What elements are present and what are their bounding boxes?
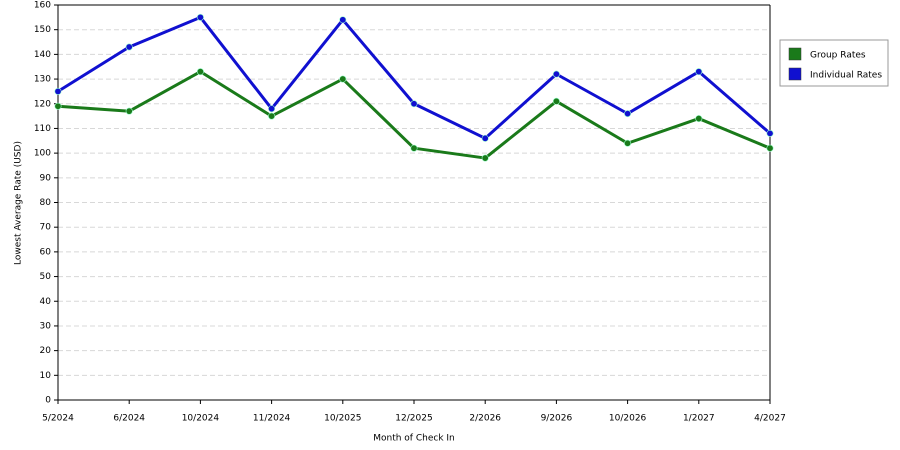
y-tick-label: 70 [40,223,52,233]
data-point [552,97,560,105]
x-axis-label: Month of Check In [373,434,455,444]
data-point [481,154,489,162]
y-tick-label: 10 [40,371,52,381]
data-point [125,43,133,51]
x-tick-label: 2/2026 [469,414,501,424]
data-point [54,102,62,110]
data-point [481,134,489,142]
y-tick-label: 40 [40,297,52,307]
x-tick-label: 1/2027 [683,414,715,424]
data-point [766,144,774,152]
y-tick-label: 120 [34,99,51,109]
x-tick-label: 6/2024 [113,414,145,424]
data-point [695,68,703,76]
x-tick-label: 4/2027 [754,414,786,424]
y-tick-label: 30 [40,321,52,331]
legend-label: Group Rates [810,51,866,61]
data-point [196,68,204,76]
data-point [410,100,418,108]
x-tick-label: 10/2024 [182,414,220,424]
data-point [695,115,703,123]
data-point [410,144,418,152]
legend-swatch [788,47,802,61]
x-tick-label: 10/2026 [609,414,647,424]
x-tick-label: 12/2025 [395,414,432,424]
data-point [54,87,62,95]
y-tick-label: 90 [40,173,52,183]
x-tick-label: 5/2024 [42,414,74,424]
y-tick-label: 150 [34,25,51,35]
y-axis-label: Lowest Average Rate (USD) [14,141,24,265]
data-point [624,139,632,147]
y-tick-label: 130 [34,75,51,85]
data-point [196,13,204,21]
y-tick-label: 20 [40,346,52,356]
legend-label: Individual Rates [810,71,882,81]
data-point [624,110,632,118]
data-point [339,75,347,83]
y-tick-label: 0 [45,396,51,406]
x-tick-label: 9/2026 [541,414,573,424]
y-tick-label: 60 [40,247,52,257]
data-point [552,70,560,78]
data-point [125,107,133,115]
x-tick-label: 10/2025 [324,414,361,424]
y-tick-label: 50 [40,272,52,282]
data-point [268,105,276,113]
legend-swatch [788,67,802,81]
data-point [339,16,347,24]
y-tick-label: 110 [34,124,51,134]
data-point [766,129,774,137]
y-tick-label: 160 [34,1,51,11]
y-tick-label: 140 [34,50,51,60]
x-tick-label: 11/2024 [253,414,291,424]
y-tick-label: 100 [34,149,51,159]
y-tick-label: 80 [40,198,52,208]
data-point [268,112,276,120]
